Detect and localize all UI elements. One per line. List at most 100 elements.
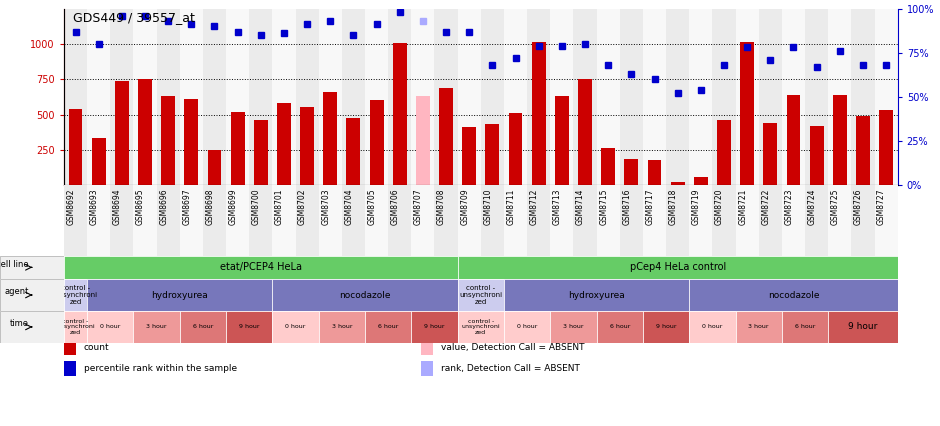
Text: GSM8725: GSM8725 — [831, 189, 839, 225]
Text: 9 hour: 9 hour — [848, 322, 878, 331]
Bar — [550, 9, 573, 185]
Bar — [273, 9, 295, 185]
Bar — [481, 9, 504, 185]
Text: GSM8694: GSM8694 — [113, 189, 122, 225]
Text: GSM8726: GSM8726 — [854, 189, 863, 225]
Text: GDS449 / 39557_at: GDS449 / 39557_at — [73, 11, 196, 24]
Text: GSM8708: GSM8708 — [437, 189, 446, 225]
Text: GSM8719: GSM8719 — [692, 189, 701, 225]
Bar — [624, 159, 638, 185]
Text: GSM8720: GSM8720 — [715, 189, 724, 225]
Bar — [157, 9, 180, 185]
Text: GSM8695: GSM8695 — [136, 189, 145, 225]
Bar — [295, 185, 319, 256]
Bar — [421, 340, 433, 355]
Bar — [504, 279, 689, 311]
Bar — [597, 311, 643, 343]
Text: GSM8705: GSM8705 — [368, 189, 377, 225]
Bar — [110, 185, 133, 256]
Bar — [713, 185, 736, 256]
Bar — [365, 311, 412, 343]
Bar — [64, 311, 87, 343]
Bar — [736, 311, 782, 343]
Bar — [249, 185, 273, 256]
Bar — [64, 340, 76, 355]
Text: hydroxyurea: hydroxyurea — [569, 291, 625, 299]
Text: time: time — [9, 319, 29, 328]
Text: GSM8716: GSM8716 — [622, 189, 632, 225]
Bar — [295, 9, 319, 185]
Bar — [180, 185, 203, 256]
Bar — [203, 9, 226, 185]
Bar — [458, 279, 504, 311]
Text: control -
unsynchroni
zed: control - unsynchroni zed — [56, 319, 95, 335]
Bar — [689, 279, 898, 311]
Bar — [208, 150, 222, 185]
Text: GSM8713: GSM8713 — [553, 189, 562, 225]
Bar — [759, 9, 782, 185]
Bar — [138, 79, 152, 185]
Bar — [365, 9, 388, 185]
Bar — [504, 311, 550, 343]
Bar — [648, 160, 662, 185]
Bar — [110, 9, 133, 185]
Text: GSM8715: GSM8715 — [599, 189, 608, 225]
Text: GSM8723: GSM8723 — [785, 189, 793, 225]
Bar — [809, 126, 823, 185]
Text: 6 hour: 6 hour — [609, 325, 630, 329]
Bar — [643, 311, 689, 343]
Bar — [462, 127, 477, 185]
Bar — [434, 185, 458, 256]
Text: GSM8704: GSM8704 — [344, 189, 353, 225]
Text: GSM8717: GSM8717 — [646, 189, 654, 225]
Bar — [421, 361, 433, 376]
Bar — [852, 9, 874, 185]
Text: GSM8721: GSM8721 — [738, 189, 747, 225]
Bar — [226, 311, 273, 343]
Text: 6 hour: 6 hour — [795, 325, 815, 329]
Text: GSM8714: GSM8714 — [576, 189, 585, 225]
Text: control -
unsynchroni
zed: control - unsynchroni zed — [462, 319, 500, 335]
Text: GSM8718: GSM8718 — [668, 189, 678, 225]
Text: nocodazole: nocodazole — [339, 291, 391, 299]
Bar — [226, 9, 249, 185]
Text: 3 hour: 3 hour — [748, 325, 769, 329]
Bar — [458, 256, 898, 279]
Bar — [879, 109, 893, 185]
Bar — [277, 103, 290, 185]
Text: percentile rank within the sample: percentile rank within the sample — [84, 364, 237, 373]
Bar — [434, 9, 458, 185]
Bar — [458, 9, 481, 185]
Bar — [388, 9, 412, 185]
Bar — [597, 9, 619, 185]
Bar — [666, 185, 689, 256]
Bar — [87, 279, 273, 311]
Bar — [828, 185, 852, 256]
Bar — [458, 185, 481, 256]
Bar — [527, 9, 550, 185]
Bar — [64, 279, 87, 311]
Bar — [694, 177, 708, 185]
Text: GSM8727: GSM8727 — [877, 189, 886, 225]
Text: 9 hour: 9 hour — [424, 325, 445, 329]
Text: GSM8692: GSM8692 — [67, 189, 75, 225]
Text: GSM8722: GSM8722 — [761, 189, 770, 225]
Text: count: count — [84, 343, 109, 352]
Text: rank, Detection Call = ABSENT: rank, Detection Call = ABSENT — [441, 364, 580, 373]
Bar — [69, 109, 83, 185]
Bar — [203, 185, 226, 256]
Text: GSM8698: GSM8698 — [206, 189, 214, 225]
Text: hydroxyurea: hydroxyurea — [151, 291, 208, 299]
Text: GSM8707: GSM8707 — [414, 189, 423, 225]
Text: GSM8706: GSM8706 — [391, 189, 400, 225]
Bar — [161, 96, 175, 185]
Bar — [689, 311, 736, 343]
Bar — [393, 43, 407, 185]
Bar — [273, 311, 319, 343]
Bar — [787, 95, 801, 185]
Bar — [273, 279, 458, 311]
Bar — [874, 9, 898, 185]
Bar — [323, 92, 337, 185]
Bar — [230, 112, 244, 185]
Bar — [388, 185, 412, 256]
